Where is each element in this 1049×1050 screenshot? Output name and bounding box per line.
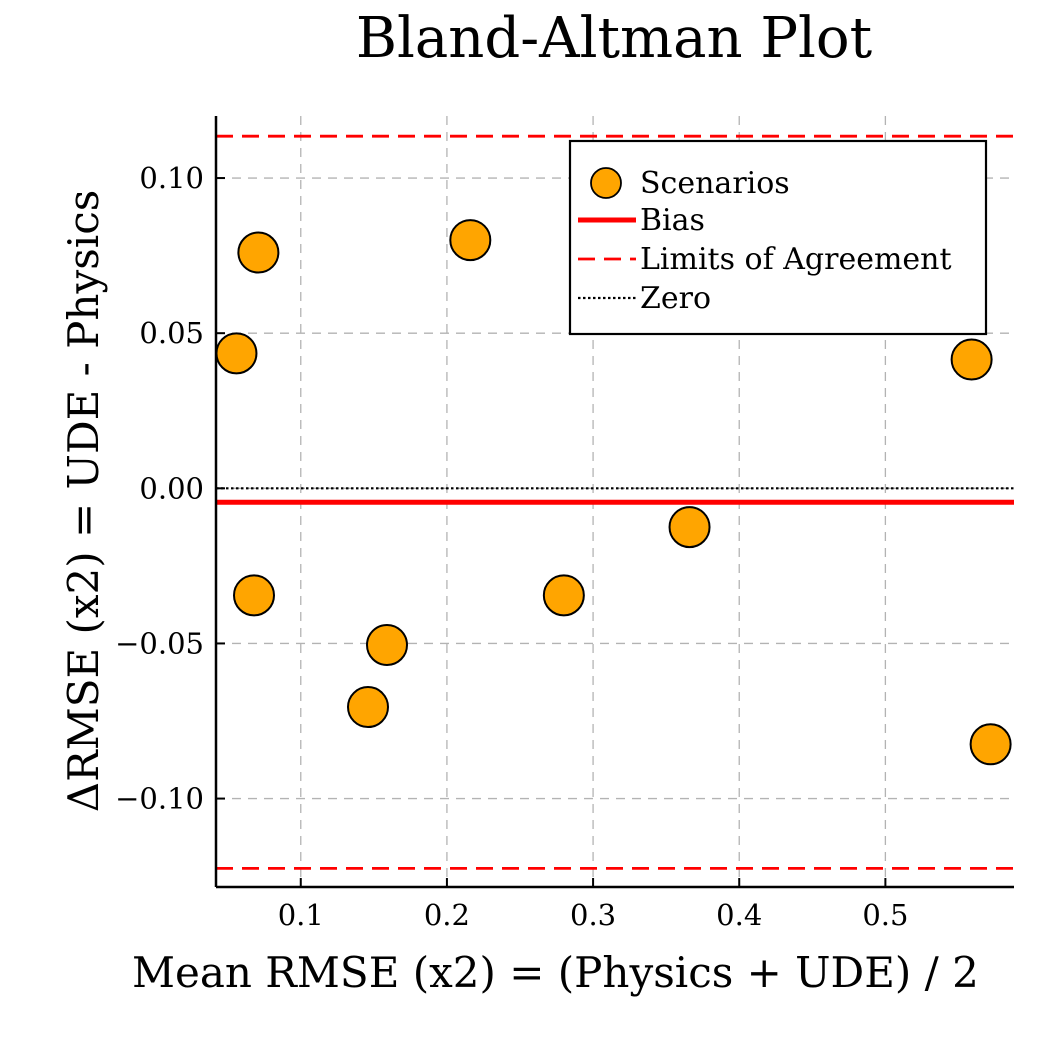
axes (214, 116, 1014, 889)
scenario-point (950, 338, 993, 381)
x-tick-label: 0.4 (716, 898, 762, 932)
y-tick-label: −0.10 (115, 782, 204, 816)
scenario-point (233, 574, 275, 617)
legend-label: Zero (640, 281, 711, 316)
scenario-point (449, 219, 492, 262)
x-tick-label: 0.3 (570, 898, 616, 932)
y-tick-label: 0.00 (139, 471, 204, 505)
tick-labels: 0.1 0.2 0.3 0.4 0.5 0.10 0.05 0.00 −0.05 −0.10 (115, 161, 908, 932)
scenario-point (969, 723, 1012, 766)
x-axis-label: Mean RMSE (x2) = (Physics + UDE) / 2 (132, 948, 979, 997)
x-tick-label: 0.2 (424, 898, 470, 932)
y-tick-label: −0.05 (115, 626, 204, 660)
scenario-point (215, 332, 258, 375)
legend-marker-scenarios (590, 167, 622, 199)
scenario-point (668, 506, 711, 549)
legend-label: Limits of Agreement (640, 242, 952, 277)
x-tick-label: 0.1 (278, 898, 324, 932)
y-axis-label: ΔRMSE (x2) = UDE - Physics (59, 190, 108, 813)
y-tick-label: 0.05 (139, 316, 204, 350)
scenario-point (542, 574, 585, 617)
x-tick-label: 0.5 (862, 898, 908, 932)
scenario-point (347, 686, 389, 729)
scenario-point (237, 231, 280, 274)
chart-title: Bland-Altman Plot (356, 6, 873, 71)
legend-box (568, 139, 988, 336)
reference-lines (216, 134, 1014, 870)
legend-label: Scenarios (640, 166, 790, 201)
legend-label: Bias (640, 203, 705, 238)
y-tick-label: 0.10 (139, 161, 204, 195)
scenario-point (366, 623, 408, 666)
scatter-points (215, 219, 1012, 766)
